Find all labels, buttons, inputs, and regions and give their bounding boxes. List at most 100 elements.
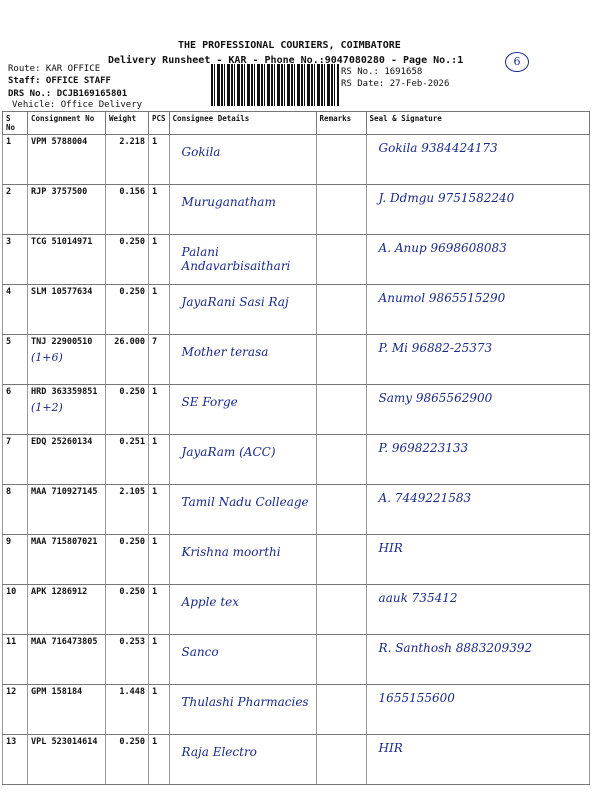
consignee-name: JayaRam (ACC) xyxy=(168,434,317,485)
pcs: 1 xyxy=(148,484,170,535)
consignment-no: RJP 3757500 xyxy=(27,184,106,235)
sno: 9 xyxy=(2,534,28,585)
table-row: 11 MAA 716473805 0.253 1 Sanco R. Santho… xyxy=(2,634,591,685)
table-row: 9 MAA 715807021 0.250 1 Krishna moorthi … xyxy=(2,534,591,585)
consignment-number: MAA 710927145 xyxy=(31,487,98,497)
consignee-name: Muruganatham xyxy=(168,184,317,235)
pcs: 1 xyxy=(148,134,170,185)
consignment-number: EDQ 25260134 xyxy=(31,437,93,447)
sno: 3 xyxy=(2,234,28,285)
consignment-no: MAA 715807021 xyxy=(27,534,106,585)
signature: aauk 735412 xyxy=(365,584,591,635)
remarks xyxy=(315,534,367,585)
remarks xyxy=(315,184,367,235)
drs-no: DRS No.: DCJB169165801 xyxy=(8,89,128,99)
table-row: 10 APK 1286912 0.250 1 Apple tex aauk 73… xyxy=(2,584,591,635)
col-sno: S No xyxy=(2,111,28,135)
company-title: THE PROFESSIONAL COURIERS, COIMBATORE xyxy=(178,40,401,51)
table-row: 5 TNJ 22900510 (1+6) 26.000 7 Mother tera… xyxy=(2,334,591,385)
consignee-name: Apple tex xyxy=(168,584,317,635)
remarks xyxy=(315,234,367,285)
pcs: 1 xyxy=(148,734,170,785)
weight: 0.250 xyxy=(105,234,149,285)
pcs: 1 xyxy=(148,684,170,735)
consignee-name: Tamil Nadu Colleage xyxy=(168,484,317,535)
consignment-no: TNJ 22900510 (1+6) xyxy=(27,334,106,385)
weight: 2.105 xyxy=(105,484,149,535)
consignment-no: MAA 710927145 xyxy=(27,484,106,535)
weight: 0.250 xyxy=(105,534,149,585)
sno: 13 xyxy=(2,734,28,785)
weight: 0.156 xyxy=(105,184,149,235)
consignment-no: TCG 51014971 xyxy=(27,234,106,285)
weight: 0.250 xyxy=(105,734,149,785)
consignment-number: MAA 716473805 xyxy=(31,637,98,647)
pcs: 1 xyxy=(148,634,170,685)
sno: 7 xyxy=(2,434,28,485)
table-row: 4 SLM 10577634 0.250 1 JayaRani Sasi Raj… xyxy=(2,284,591,335)
table-row: 1 VPM 5788004 2.218 1 Gokila Gokila 9384… xyxy=(2,134,591,185)
signature: Anumol 9865515290 xyxy=(365,284,591,335)
remarks xyxy=(315,484,367,535)
table-row: 6 HRD 363359851 (1+2) 0.250 1 SE Forge Sa… xyxy=(2,384,591,435)
weight: 0.251 xyxy=(105,434,149,485)
signature: Samy 9865562900 xyxy=(365,384,591,435)
sno: 1 xyxy=(2,134,28,185)
consignment-number: TNJ 22900510 xyxy=(31,337,93,347)
remarks xyxy=(315,734,367,785)
col-weight: Weight xyxy=(105,111,149,135)
consignee-name: JayaRani Sasi Raj xyxy=(168,284,317,335)
consignee-name: Mother terasa xyxy=(168,334,317,385)
sno: 6 xyxy=(2,384,28,435)
col-consignment: Consignment No xyxy=(27,111,106,135)
pcs: 1 xyxy=(148,434,170,485)
consignee-name: Sanco xyxy=(168,634,317,685)
consignment-number: GPM 158184 xyxy=(31,687,83,697)
remarks xyxy=(315,284,367,335)
consignment-no: APK 1286912 xyxy=(27,584,106,635)
weight: 26.000 xyxy=(105,334,149,385)
consignee-name: Krishna moorthi xyxy=(168,534,317,585)
signature: 1655155600 xyxy=(365,684,591,735)
consignee-name: SE Forge xyxy=(168,384,317,435)
consignment-no: GPM 158184 xyxy=(27,684,106,735)
remarks xyxy=(315,634,367,685)
table-row: 8 MAA 710927145 2.105 1 Tamil Nadu Colle… xyxy=(2,484,591,535)
signature: A. 7449221583 xyxy=(365,484,591,535)
barcode xyxy=(211,64,339,106)
consignment-no: MAA 716473805 xyxy=(27,634,106,685)
weight: 0.253 xyxy=(105,634,149,685)
sno: 11 xyxy=(2,634,28,685)
pieces-note: (1+2) xyxy=(31,401,63,414)
consignment-no: VPL 523014614 xyxy=(27,734,106,785)
consignment-no: EDQ 25260134 xyxy=(27,434,106,485)
consignee-name: Palani Andavarbisaithari xyxy=(168,234,317,285)
consignment-number: RJP 3757500 xyxy=(31,187,88,197)
pcs: 1 xyxy=(148,584,170,635)
sno: 12 xyxy=(2,684,28,735)
consignee-name: Gokila xyxy=(168,134,317,185)
consignment-no: HRD 363359851 (1+2) xyxy=(27,384,106,435)
consignment-number: SLM 10577634 xyxy=(31,287,93,297)
col-signature: Seal & Signature xyxy=(365,111,591,135)
consignee-name: Raja Electro xyxy=(168,734,317,785)
consignment-number: VPL 523014614 xyxy=(31,737,98,747)
sno: 2 xyxy=(2,184,28,235)
weight: 1.448 xyxy=(105,684,149,735)
sno: 5 xyxy=(2,334,28,385)
pcs: 1 xyxy=(148,384,170,435)
table-row: 2 RJP 3757500 0.156 1 Muruganatham J. Dd… xyxy=(2,184,591,235)
sno: 10 xyxy=(2,584,28,635)
vehicle: Vehicle: Office Delivery xyxy=(12,100,143,110)
sno: 4 xyxy=(2,284,28,335)
consignee-name: Thulashi Pharmacies xyxy=(168,684,317,735)
consignment-number: TCG 51014971 xyxy=(31,237,93,247)
route: Route: KAR OFFICE xyxy=(8,64,101,74)
remarks xyxy=(315,434,367,485)
rs-no: RS No.: 1691658 xyxy=(341,67,423,77)
staff: Staff: OFFICE STAFF xyxy=(8,76,111,86)
sno: 8 xyxy=(2,484,28,535)
weight: 0.250 xyxy=(105,384,149,435)
consignment-no: VPM 5788004 xyxy=(27,134,106,185)
signature: R. Santhosh 8883209392 xyxy=(365,634,591,685)
